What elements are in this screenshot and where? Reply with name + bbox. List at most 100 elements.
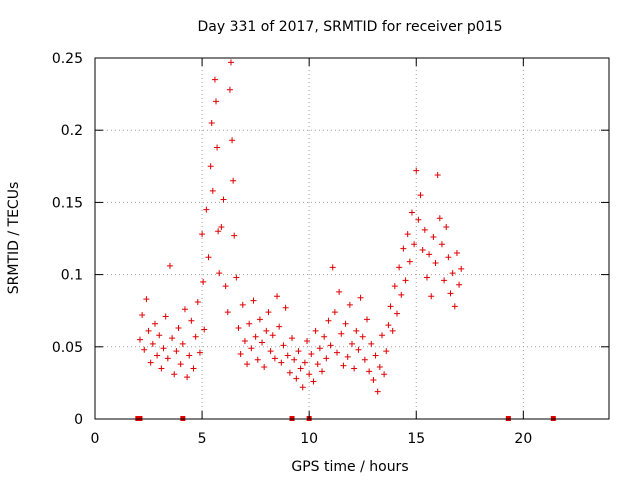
data-point — [314, 361, 321, 368]
data-point — [256, 316, 263, 323]
data-point — [274, 293, 281, 300]
data-point — [203, 206, 210, 213]
data-point — [458, 265, 465, 272]
data-point — [368, 340, 375, 347]
data-point — [261, 364, 268, 371]
data-point — [194, 299, 201, 306]
data-point — [250, 297, 257, 304]
data-point — [338, 330, 345, 337]
data-point — [188, 317, 195, 324]
data-point — [166, 262, 173, 269]
x-tick-label: 20 — [514, 431, 532, 447]
data-point — [205, 254, 212, 261]
data-point — [400, 245, 407, 252]
data-point — [351, 365, 358, 372]
data-point — [171, 371, 178, 378]
data-point — [199, 231, 206, 238]
y-tick-label: 0.1 — [61, 268, 83, 284]
y-tick-label: 0 — [74, 412, 83, 428]
data-point — [216, 270, 223, 277]
data-point — [259, 339, 266, 346]
data-point — [136, 336, 143, 343]
data-points — [136, 59, 465, 395]
data-point — [276, 323, 283, 330]
data-point — [224, 309, 231, 316]
chart-title: Day 331 of 2017, SRMTID for receiver p01… — [197, 19, 502, 35]
data-point — [451, 303, 458, 310]
data-point — [426, 251, 433, 258]
x-axis-label: GPS time / hours — [291, 459, 408, 475]
data-point — [179, 340, 186, 347]
y-tick-label: 0.2 — [61, 123, 83, 139]
data-point — [280, 342, 287, 349]
data-point — [331, 309, 338, 316]
data-point — [297, 365, 304, 372]
data-point — [267, 348, 274, 355]
data-point — [456, 281, 463, 288]
data-point — [289, 335, 296, 342]
data-point — [201, 326, 208, 333]
data-point — [271, 355, 278, 362]
data-point — [222, 283, 229, 290]
x-tick-label: 10 — [300, 431, 318, 447]
data-point — [389, 327, 396, 334]
data-point — [346, 301, 353, 308]
data-point — [286, 369, 293, 376]
data-point — [323, 355, 330, 362]
data-point — [214, 144, 221, 151]
data-point — [186, 352, 193, 359]
data-point — [192, 333, 199, 340]
data-point — [173, 348, 180, 355]
data-point — [239, 301, 246, 308]
data-point — [434, 171, 441, 178]
data-point — [453, 249, 460, 256]
data-point — [154, 352, 161, 359]
grid-lines — [95, 58, 609, 419]
data-point — [248, 345, 255, 352]
data-point — [291, 356, 298, 363]
data-point — [141, 346, 148, 353]
x-tick-label: 5 — [198, 431, 207, 447]
data-point — [355, 346, 362, 353]
data-point — [344, 353, 351, 360]
y-axis-label: SRMTID / TECUs — [6, 182, 22, 295]
data-point — [304, 338, 311, 345]
data-point — [151, 320, 158, 327]
data-point — [241, 338, 248, 345]
data-point — [143, 296, 150, 303]
data-point — [411, 241, 418, 248]
data-point — [160, 345, 167, 352]
data-point — [357, 294, 364, 301]
data-point — [218, 223, 225, 230]
data-point — [417, 192, 424, 199]
data-point — [404, 231, 411, 238]
data-point — [295, 348, 302, 355]
data-point — [293, 375, 300, 382]
data-point — [363, 316, 370, 323]
data-point — [376, 364, 383, 371]
data-point — [336, 288, 343, 295]
data-point — [147, 359, 154, 366]
data-point — [398, 291, 405, 298]
data-point — [441, 277, 448, 284]
data-point — [213, 98, 220, 105]
data-point — [393, 310, 400, 317]
data-point — [349, 340, 355, 347]
x-tick-label: 15 — [407, 431, 425, 447]
data-point — [299, 384, 306, 391]
data-point — [278, 359, 285, 366]
data-point — [436, 215, 443, 222]
data-point — [308, 351, 315, 358]
data-point — [230, 177, 237, 184]
y-tick-label: 0.15 — [52, 195, 83, 211]
data-point — [156, 332, 163, 339]
data-point — [145, 327, 152, 334]
data-point — [321, 333, 328, 340]
data-point — [233, 274, 240, 281]
data-point — [342, 320, 349, 327]
data-point — [211, 76, 218, 83]
data-point — [327, 342, 334, 349]
data-point — [430, 234, 437, 241]
data-point — [301, 359, 308, 366]
data-point — [190, 365, 197, 372]
